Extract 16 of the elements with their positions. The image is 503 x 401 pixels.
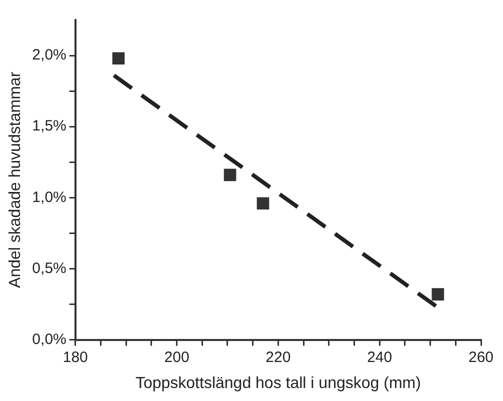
x-tick-label: 260 <box>468 348 494 366</box>
y-tick-label: 2,0% <box>32 46 66 64</box>
y-tick-label: 0,5% <box>32 260 66 277</box>
x-tick-label: 220 <box>266 348 291 366</box>
x-axis-title: Toppskottslängd hos tall i ungskog (mm) <box>135 374 421 392</box>
point <box>112 52 125 65</box>
point <box>432 288 444 300</box>
y-tick-label: 0,0% <box>32 330 66 348</box>
x-tick-label: 200 <box>164 348 190 366</box>
x-tick-label: 240 <box>367 348 392 366</box>
y-tick-label: 1,0% <box>32 188 66 206</box>
point <box>256 197 270 210</box>
y-axis-title: Andel skadade huvudstammar <box>7 71 24 288</box>
x-tick-label: 180 <box>62 348 88 366</box>
y-tick-label: 1,5% <box>32 118 66 135</box>
point <box>224 168 236 182</box>
